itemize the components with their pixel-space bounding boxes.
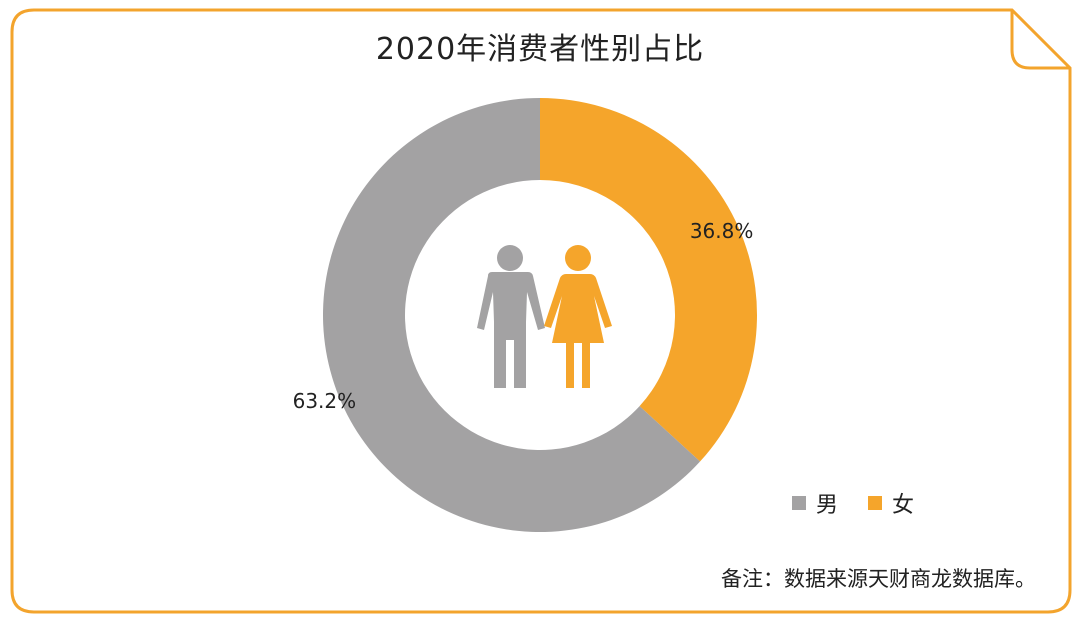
- slice-label-female: 36.8%: [690, 219, 754, 243]
- legend-item-male: 男: [792, 487, 838, 519]
- legend-label-male: 男: [816, 493, 839, 518]
- legend-swatch-female: [868, 496, 883, 510]
- female-figure-icon: [544, 245, 612, 388]
- legend: 男 女: [792, 487, 944, 519]
- source-note: 备注：数据来源天财商龙数据库。: [721, 567, 1036, 591]
- donut-slice-female: [540, 98, 757, 462]
- slice-label-male: 63.2%: [293, 389, 357, 413]
- male-figure-icon: [477, 245, 545, 388]
- legend-label-female: 女: [892, 493, 915, 518]
- legend-item-female: 女: [868, 487, 914, 519]
- folded-corner: [1010, 10, 1070, 70]
- donut-slice-male: [323, 98, 701, 532]
- people-icon-group: [477, 245, 612, 388]
- legend-swatch-male: [792, 496, 806, 510]
- chart-title: 2020年消费者性别占比: [375, 32, 705, 67]
